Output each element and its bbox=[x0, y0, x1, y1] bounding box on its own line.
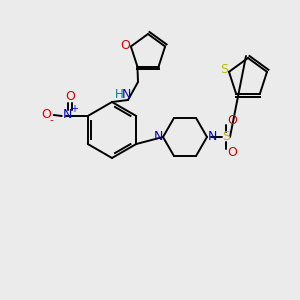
Text: H: H bbox=[115, 88, 123, 101]
Text: O: O bbox=[227, 115, 237, 128]
Text: O: O bbox=[227, 146, 237, 160]
Text: N: N bbox=[121, 88, 131, 101]
Text: N: N bbox=[207, 130, 217, 143]
Text: N: N bbox=[153, 130, 163, 143]
Text: O: O bbox=[120, 39, 130, 52]
Text: N: N bbox=[63, 107, 72, 121]
Text: O: O bbox=[41, 107, 51, 121]
Text: O: O bbox=[65, 89, 75, 103]
Text: S: S bbox=[222, 130, 230, 143]
Text: +: + bbox=[70, 104, 78, 114]
Text: -: - bbox=[50, 115, 54, 125]
Text: S: S bbox=[220, 63, 228, 76]
